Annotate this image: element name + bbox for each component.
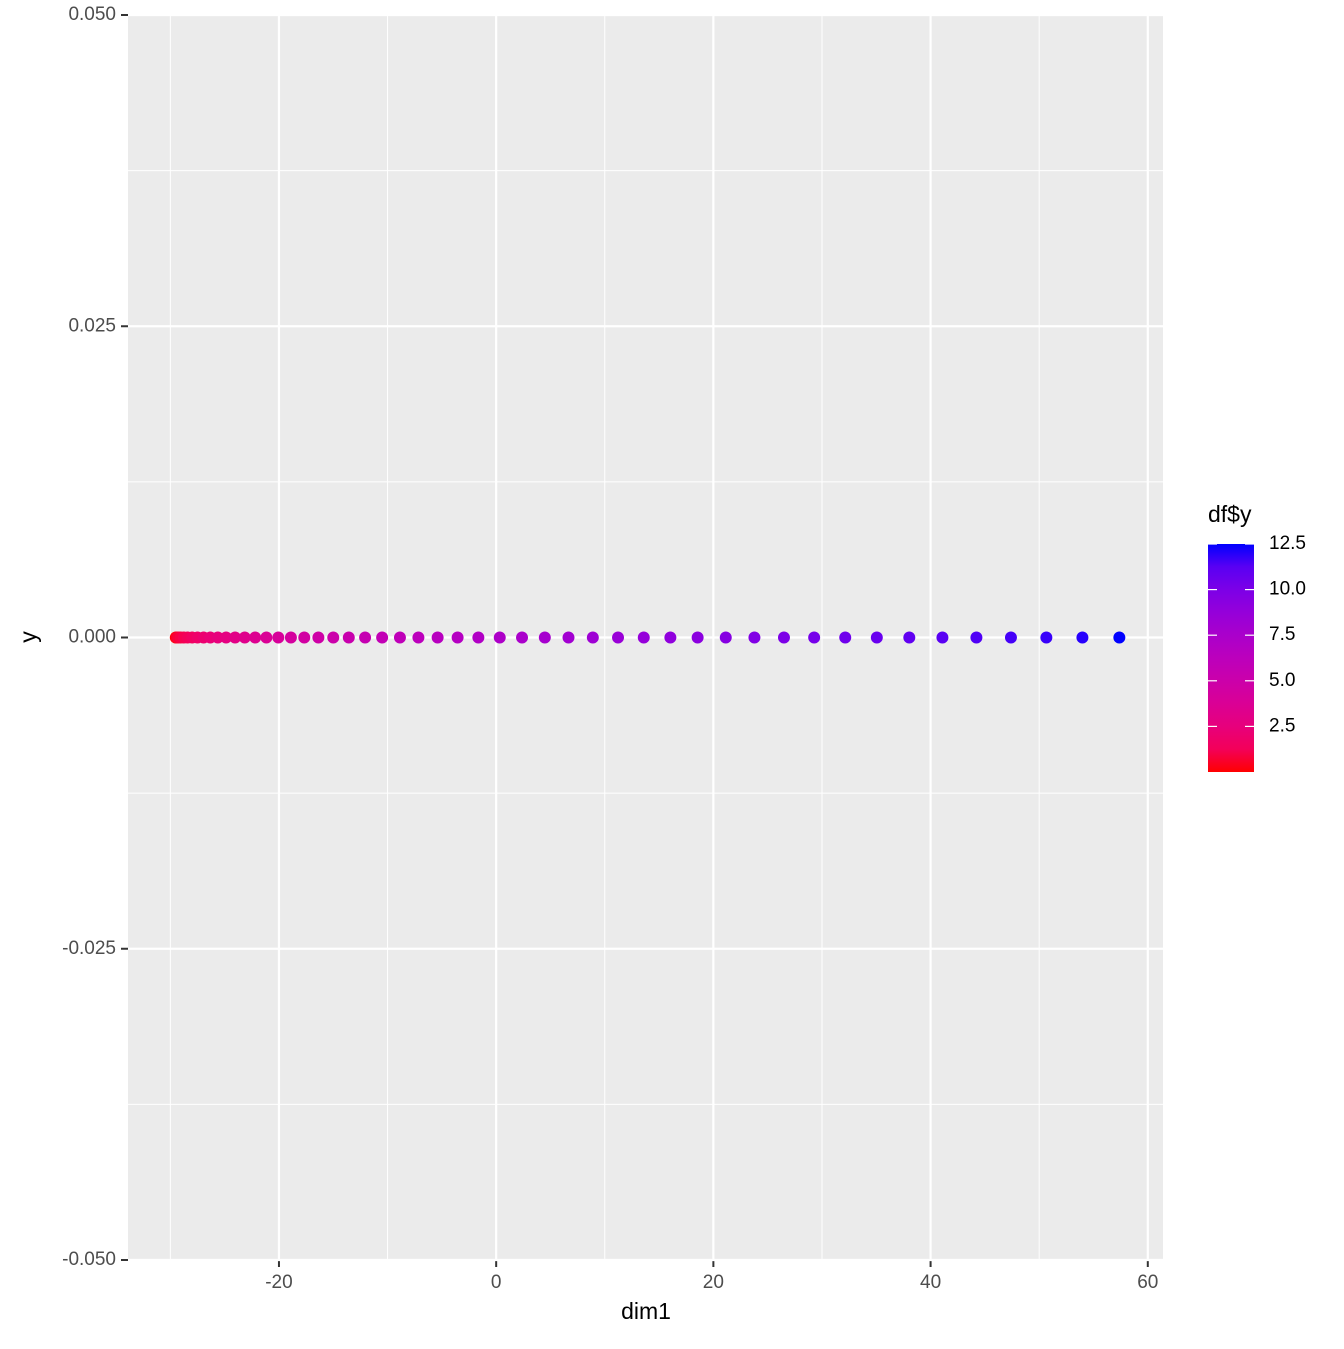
point xyxy=(1004,631,1017,644)
point xyxy=(691,631,704,644)
point xyxy=(664,631,677,644)
point xyxy=(936,631,949,644)
point xyxy=(839,631,852,644)
colorbar-label: 5.0 xyxy=(1269,670,1295,691)
point xyxy=(1040,631,1053,644)
y-tick-label: 0.000 xyxy=(68,627,116,648)
point xyxy=(637,631,650,644)
point xyxy=(359,631,372,644)
point xyxy=(272,631,285,644)
point xyxy=(1076,631,1089,644)
point xyxy=(538,631,551,644)
point xyxy=(298,631,311,644)
point xyxy=(327,631,340,644)
colorbar-label: 7.5 xyxy=(1269,624,1295,645)
point xyxy=(376,631,389,644)
x-tick-label: 40 xyxy=(920,1272,941,1293)
point xyxy=(493,631,506,644)
point xyxy=(472,631,485,644)
point xyxy=(260,631,273,644)
point xyxy=(777,631,790,644)
point xyxy=(211,631,224,644)
colorbar xyxy=(1208,544,1254,772)
point xyxy=(1113,631,1126,644)
x-tick-label: 0 xyxy=(491,1272,502,1293)
point xyxy=(748,631,761,644)
point xyxy=(808,631,821,644)
point xyxy=(412,631,425,644)
x-tick-label: -20 xyxy=(265,1272,292,1293)
colorbar-label: 2.5 xyxy=(1269,715,1295,736)
point xyxy=(516,631,529,644)
point xyxy=(870,631,883,644)
y-tick-label: 0.050 xyxy=(68,4,116,25)
colorbar-label: 10.0 xyxy=(1269,579,1306,600)
point xyxy=(586,631,599,644)
y-axis-title: y xyxy=(15,631,41,643)
point xyxy=(249,631,262,644)
point xyxy=(719,631,732,644)
y-tick-label: 0.025 xyxy=(68,315,116,336)
point xyxy=(229,631,242,644)
point xyxy=(238,631,251,644)
y-tick-label: -0.050 xyxy=(62,1249,116,1270)
legend-title: df$y xyxy=(1208,501,1252,527)
point xyxy=(903,631,916,644)
point xyxy=(220,631,233,644)
colorbar-label: 12.5 xyxy=(1269,533,1306,554)
point xyxy=(342,631,355,644)
x-tick-label: 60 xyxy=(1137,1272,1158,1293)
point xyxy=(612,631,625,644)
y-tick-label: -0.025 xyxy=(62,938,116,959)
point xyxy=(284,631,297,644)
point xyxy=(312,631,325,644)
point xyxy=(393,631,406,644)
point xyxy=(970,631,983,644)
x-tick-label: 20 xyxy=(703,1272,724,1293)
point xyxy=(451,631,464,644)
point xyxy=(431,631,444,644)
point xyxy=(562,631,575,644)
x-axis-title: dim1 xyxy=(621,1298,671,1324)
